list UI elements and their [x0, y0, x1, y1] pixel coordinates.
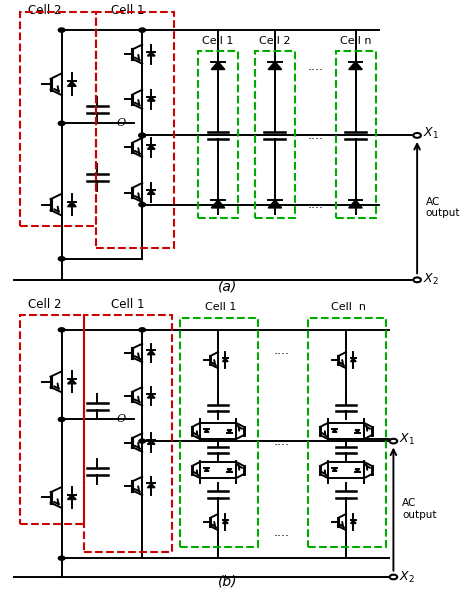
Circle shape — [139, 133, 146, 137]
Text: Cell n: Cell n — [340, 35, 371, 45]
Text: ....: .... — [274, 526, 290, 539]
Circle shape — [139, 202, 146, 206]
Polygon shape — [204, 430, 209, 432]
Text: Cell 1: Cell 1 — [202, 35, 234, 45]
Circle shape — [139, 328, 146, 332]
Text: ....: .... — [307, 129, 323, 142]
Text: O: O — [116, 414, 126, 424]
Polygon shape — [147, 51, 155, 56]
Polygon shape — [351, 520, 356, 523]
Polygon shape — [268, 61, 282, 70]
Text: Cell 1: Cell 1 — [205, 301, 236, 312]
Text: ....: .... — [307, 60, 323, 73]
Bar — [308, 318, 386, 546]
Polygon shape — [227, 468, 232, 472]
Bar — [336, 51, 376, 218]
Polygon shape — [147, 97, 155, 101]
Polygon shape — [147, 483, 155, 488]
Text: AC
output: AC output — [402, 498, 437, 520]
Bar — [84, 315, 172, 552]
Circle shape — [413, 133, 421, 138]
Text: Cell 2: Cell 2 — [259, 35, 291, 45]
Polygon shape — [223, 358, 228, 362]
Bar — [255, 51, 295, 218]
Polygon shape — [268, 200, 282, 208]
Polygon shape — [355, 430, 360, 432]
Text: Cell 2: Cell 2 — [28, 4, 62, 17]
Polygon shape — [211, 200, 225, 208]
Polygon shape — [349, 61, 362, 70]
Polygon shape — [332, 468, 337, 471]
Text: Cell 1: Cell 1 — [111, 298, 145, 311]
Text: Cell 2: Cell 2 — [28, 298, 62, 311]
Circle shape — [58, 417, 65, 421]
Text: $X_2$: $X_2$ — [399, 569, 415, 585]
Circle shape — [390, 439, 397, 444]
Text: $X_2$: $X_2$ — [423, 273, 438, 287]
Circle shape — [58, 328, 65, 332]
Text: ....: .... — [274, 435, 290, 448]
Text: Cell 1: Cell 1 — [111, 4, 145, 17]
Circle shape — [58, 556, 65, 560]
Polygon shape — [68, 379, 76, 384]
Text: $X_1$: $X_1$ — [423, 126, 438, 140]
Polygon shape — [68, 494, 76, 500]
Polygon shape — [68, 202, 76, 206]
Text: (a): (a) — [218, 280, 237, 293]
Polygon shape — [332, 430, 337, 432]
Circle shape — [58, 122, 65, 126]
Polygon shape — [147, 440, 155, 444]
Polygon shape — [147, 350, 155, 355]
Polygon shape — [351, 358, 356, 362]
Bar — [96, 12, 174, 248]
Polygon shape — [147, 394, 155, 398]
Text: $X_1$: $X_1$ — [399, 432, 415, 447]
Polygon shape — [227, 430, 232, 432]
Text: AC
output: AC output — [426, 197, 460, 218]
Polygon shape — [211, 61, 225, 70]
Polygon shape — [349, 200, 362, 208]
Circle shape — [139, 133, 146, 137]
Polygon shape — [223, 520, 228, 523]
Text: Cell  n: Cell n — [331, 301, 366, 312]
Circle shape — [58, 28, 65, 32]
Text: ....: .... — [274, 343, 290, 356]
Polygon shape — [355, 468, 360, 472]
Polygon shape — [204, 468, 209, 471]
Circle shape — [139, 439, 146, 443]
Circle shape — [139, 28, 146, 32]
Text: O: O — [116, 119, 126, 129]
Polygon shape — [147, 145, 155, 149]
Bar — [20, 315, 84, 523]
Bar — [198, 51, 238, 218]
Polygon shape — [68, 81, 76, 86]
Circle shape — [58, 257, 65, 261]
Polygon shape — [147, 190, 155, 194]
Text: (b): (b) — [218, 575, 237, 589]
Text: ....: .... — [307, 198, 323, 211]
Circle shape — [390, 575, 397, 579]
Circle shape — [413, 277, 421, 282]
Bar — [20, 12, 96, 225]
Bar — [180, 318, 258, 546]
